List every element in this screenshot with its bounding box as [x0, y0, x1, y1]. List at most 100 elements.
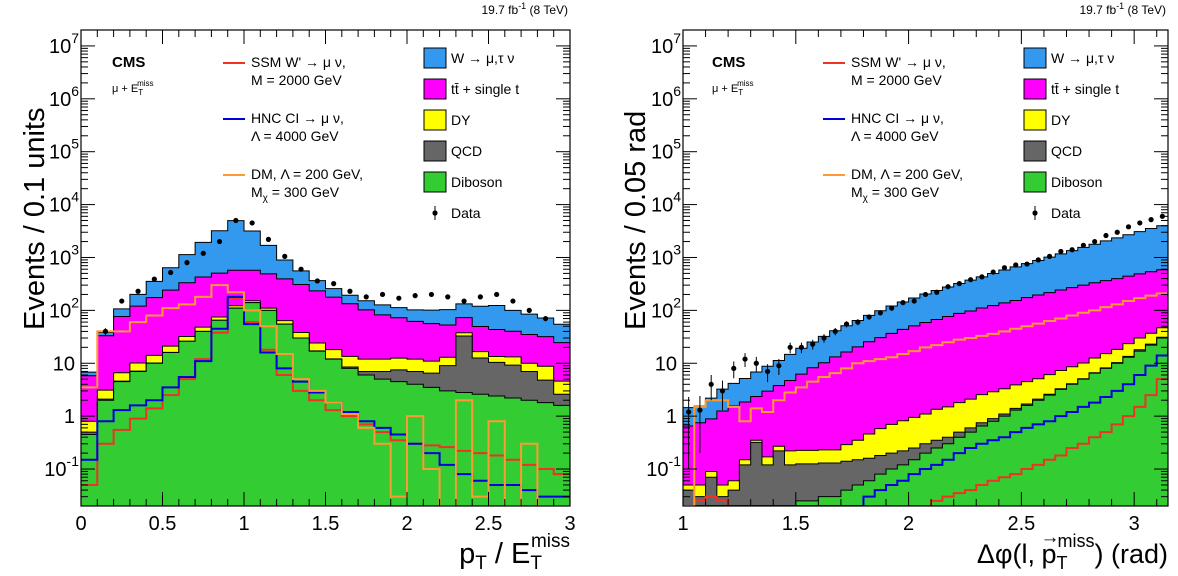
- data-point: [911, 298, 917, 304]
- data-point: [1114, 229, 1120, 235]
- data-point: [314, 278, 320, 284]
- legend-stack-entry: W → μ,τ ν: [423, 47, 514, 69]
- left-y-axis-label: Events / 0.1 units: [19, 108, 51, 330]
- svg-text:Data: Data: [1051, 205, 1081, 221]
- signal-line-0: [683, 358, 1168, 506]
- legend-signal-entry: HNC CI → μ ν, Λ = 4000 GeV: [223, 110, 344, 144]
- y-tick-label: 10: [53, 353, 75, 375]
- data-point: [265, 236, 272, 242]
- data-point: [282, 253, 288, 259]
- data-point: [249, 220, 255, 226]
- data-point: [298, 266, 304, 272]
- x-tick-label: 2: [401, 513, 412, 535]
- data-point: [510, 298, 516, 304]
- data-point: [412, 293, 418, 299]
- data-point: [1024, 261, 1030, 267]
- y-tick-label: 10-1: [646, 453, 681, 481]
- data-point: [396, 295, 402, 301]
- svg-text:QCD: QCD: [451, 143, 482, 159]
- data-point: [1148, 217, 1154, 223]
- data-point: [135, 288, 141, 294]
- svg-text:W → μ,τ ν: W → μ,τ ν: [1051, 50, 1114, 66]
- data-point: [1080, 242, 1087, 248]
- data-point: [922, 291, 929, 298]
- right-plot-area: 1 1.5 2 2.5 3 10-1 1 10 102 103 104 105 106 107: [646, 29, 1169, 535]
- right-lumi-label: 19.7 fb-1 (8 TeV): [1079, 1, 1166, 17]
- right-y-axis-label: Events / 0.05 rad: [620, 111, 652, 330]
- svg-text:W → μ,τ ν: W → μ,τ ν: [451, 50, 514, 66]
- svg-text:HNC CI → μ ν,: HNC CI → μ ν,: [851, 110, 944, 126]
- data-point: [542, 315, 549, 322]
- plot-frame: [682, 29, 1169, 507]
- svg-text:Mχ = 300 GeV: Mχ = 300 GeV: [251, 184, 340, 204]
- svg-text:Λ = 4000 GeV: Λ = 4000 GeV: [251, 128, 339, 144]
- data-point: [889, 305, 895, 311]
- y-tick-label: 107: [49, 30, 79, 58]
- svg-text:HNC CI → μ ν,: HNC CI → μ ν,: [251, 110, 344, 126]
- data-point: [363, 294, 369, 300]
- y-tick-label: 103: [651, 241, 681, 269]
- data-point: [428, 291, 435, 298]
- data-point: [821, 334, 827, 343]
- data-point: [686, 397, 692, 470]
- legend-stack-entry: QCD: [1023, 140, 1082, 162]
- data-point: [151, 276, 157, 282]
- y-tick-label: 105: [49, 136, 79, 164]
- svg-text:tt̄ + single t: tt̄ + single t: [451, 81, 519, 97]
- svg-text:Λ = 4000 GeV: Λ = 4000 GeV: [851, 128, 939, 144]
- data-point: [934, 289, 940, 295]
- data-point: [379, 291, 386, 298]
- data-point: [787, 342, 793, 354]
- data-point: [855, 319, 861, 326]
- data-point: [843, 321, 850, 328]
- data-point: [731, 361, 737, 379]
- legend-stack-entry: DY: [1023, 109, 1071, 131]
- y-tick-label: 10: [655, 353, 677, 375]
- x-tick-label: 3: [564, 513, 575, 535]
- data-point: [494, 291, 500, 298]
- y-tick-label: 105: [651, 136, 681, 164]
- data-point: [866, 314, 872, 320]
- data-point: [347, 288, 353, 294]
- right-selection-label: μ + ETmiss: [712, 79, 754, 97]
- data-point: [753, 356, 759, 373]
- data-point: [102, 328, 109, 336]
- x-tick-label: 2.5: [1007, 513, 1035, 535]
- y-tick-label: 106: [49, 83, 79, 111]
- svg-text:M = 2000 GeV: M = 2000 GeV: [251, 72, 342, 88]
- left-panel: 0 0.5 1 1.5 2 2.5 3 10-1 1 10 102 103 104 105 106 107 1…: [19, 1, 576, 574]
- data-point: [877, 310, 883, 316]
- legend-data-entry: Data: [1032, 205, 1081, 221]
- svg-text:DY: DY: [451, 112, 471, 128]
- right-x-axis-label: Δφ(l, → pTmiss) (rad): [977, 527, 1168, 573]
- x-tick-label: 1.5: [312, 513, 340, 535]
- data-point: [956, 281, 962, 287]
- legend-signal-entry: HNC CI → μ ν, Λ = 4000 GeV: [823, 110, 944, 144]
- data-point: [168, 269, 174, 276]
- data-point: [477, 294, 483, 300]
- x-tick-label: 1.5: [782, 513, 810, 535]
- data-point: [1001, 265, 1008, 271]
- left-lumi-label: 19.7 fb-1 (8 TeV): [481, 1, 568, 17]
- legend-stack-entry: Diboson: [1023, 171, 1102, 193]
- signal-line-2: [81, 284, 570, 506]
- left-x-axis-label: pT / ETmiss: [459, 531, 570, 574]
- stack-diboson: [683, 328, 1168, 506]
- data-point: [832, 328, 838, 336]
- legend-signal-entry: SSM W' → μ ν, M = 2000 GeV: [823, 54, 946, 88]
- legend-stack-entry: W → μ,τ ν: [1023, 47, 1114, 69]
- data-point: [526, 307, 532, 313]
- legend-signal-entry: DM, Λ = 200 GeV, Mχ = 300 GeV: [823, 166, 963, 204]
- data-point: [945, 284, 951, 290]
- svg-text:Diboson: Diboson: [451, 174, 502, 190]
- data-point: [900, 300, 906, 306]
- data-point: [968, 277, 974, 283]
- data-point: [1137, 220, 1143, 226]
- data-point: [1125, 224, 1132, 230]
- data-point: [990, 269, 996, 275]
- data-point: [719, 380, 726, 411]
- data-point: [119, 298, 125, 304]
- data-point: [233, 217, 239, 224]
- data-point: [798, 342, 805, 354]
